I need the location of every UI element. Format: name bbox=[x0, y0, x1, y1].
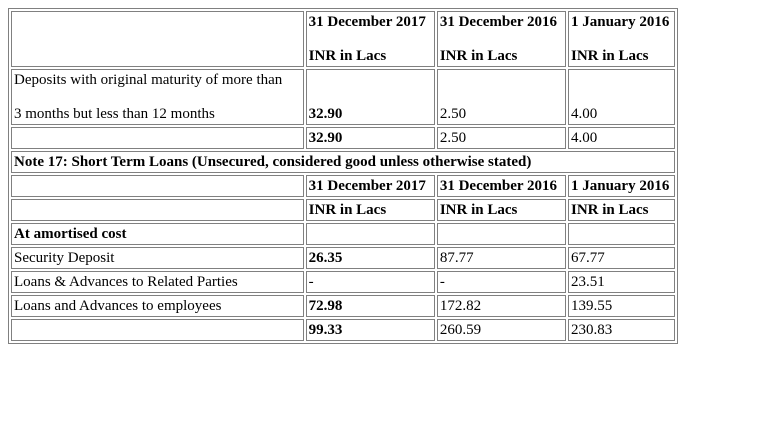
deposits-value-2016-jan: 4.00 bbox=[571, 106, 598, 122]
row-value-2016: 87.77 bbox=[436, 247, 566, 269]
note-header-2017: 31 December 2017 bbox=[305, 175, 435, 197]
deposits-label: Deposits with original maturity of more … bbox=[11, 69, 304, 125]
note-header-date-row: 31 December 2017 31 December 2016 1 Janu… bbox=[11, 175, 675, 197]
note-header-2016: 31 December 2016 bbox=[436, 175, 566, 197]
header-date: 31 December 2017 bbox=[308, 14, 426, 30]
note-header-2016-jan: 1 January 2016 bbox=[568, 175, 675, 197]
empty-cell bbox=[568, 223, 675, 245]
deposits-row: Deposits with original maturity of more … bbox=[11, 69, 675, 125]
deposits-total-2017: 32.90 bbox=[305, 127, 435, 149]
empty-cell bbox=[436, 223, 566, 245]
deposits-value-2017: 32.90 bbox=[308, 106, 343, 122]
total-2016-jan: 230.83 bbox=[568, 319, 675, 341]
row-value-2017: 26.35 bbox=[305, 247, 435, 269]
total-row: 99.33 260.59 230.83 bbox=[11, 319, 675, 341]
note-unit-2016: INR in Lacs bbox=[436, 199, 566, 221]
header-unit: INR in Lacs bbox=[439, 48, 518, 64]
empty-cell bbox=[11, 11, 304, 67]
row-value-2017: - bbox=[305, 271, 435, 293]
header-cell-2016: 31 December 2016 INR in Lacs bbox=[436, 11, 566, 67]
empty-cell bbox=[11, 127, 304, 149]
section-row: At amortised cost bbox=[11, 223, 675, 245]
deposits-label-line2: 3 months but less than 12 months bbox=[14, 106, 215, 122]
table-row: Security Deposit 26.35 87.77 67.77 bbox=[11, 247, 675, 269]
header-cell-2017: 31 December 2017 INR in Lacs bbox=[305, 11, 435, 67]
table-row: Loans & Advances to Related Parties - - … bbox=[11, 271, 675, 293]
deposits-2016-jan: 4.00 bbox=[568, 69, 675, 125]
row-label: Loans and Advances to employees bbox=[11, 295, 304, 317]
empty-cell bbox=[11, 175, 304, 197]
deposits-value-2016: 2.50 bbox=[439, 106, 467, 122]
row-value-2016: 172.82 bbox=[436, 295, 566, 317]
deposits-2017: 32.90 bbox=[305, 69, 435, 125]
total-2016: 260.59 bbox=[436, 319, 566, 341]
note-header-unit-row: INR in Lacs INR in Lacs INR in Lacs bbox=[11, 199, 675, 221]
row-value-2016-jan: 67.77 bbox=[568, 247, 675, 269]
row-value-2016: - bbox=[436, 271, 566, 293]
section-label: At amortised cost bbox=[11, 223, 304, 245]
deposits-total-2016-jan: 4.00 bbox=[568, 127, 675, 149]
deposits-label-line1: Deposits with original maturity of more … bbox=[14, 72, 283, 88]
header-unit: INR in Lacs bbox=[308, 48, 387, 64]
row-label: Loans & Advances to Related Parties bbox=[11, 271, 304, 293]
table-row: Loans and Advances to employees 72.98 17… bbox=[11, 295, 675, 317]
deposits-total-2016: 2.50 bbox=[436, 127, 566, 149]
header-date: 31 December 2016 bbox=[439, 14, 558, 30]
empty-cell bbox=[305, 223, 435, 245]
header-cell-2016-jan: 1 January 2016 INR in Lacs bbox=[568, 11, 675, 67]
row-value-2016-jan: 23.51 bbox=[568, 271, 675, 293]
total-2017: 99.33 bbox=[305, 319, 435, 341]
empty-cell bbox=[11, 319, 304, 341]
note-unit-2016-jan: INR in Lacs bbox=[568, 199, 675, 221]
row-value-2016-jan: 139.55 bbox=[568, 295, 675, 317]
note-title: Note 17: Short Term Loans (Unsecured, co… bbox=[11, 151, 675, 173]
row-value-2017: 72.98 bbox=[305, 295, 435, 317]
note-unit-2017: INR in Lacs bbox=[305, 199, 435, 221]
deposits-total-row: 32.90 2.50 4.00 bbox=[11, 127, 675, 149]
empty-cell bbox=[11, 199, 304, 221]
header-row: 31 December 2017 INR in Lacs 31 December… bbox=[11, 11, 675, 67]
header-date: 1 January 2016 bbox=[571, 14, 670, 30]
note-title-row: Note 17: Short Term Loans (Unsecured, co… bbox=[11, 151, 675, 173]
financial-table: 31 December 2017 INR in Lacs 31 December… bbox=[8, 8, 678, 344]
header-unit: INR in Lacs bbox=[571, 48, 649, 64]
deposits-2016: 2.50 bbox=[436, 69, 566, 125]
row-label: Security Deposit bbox=[11, 247, 304, 269]
